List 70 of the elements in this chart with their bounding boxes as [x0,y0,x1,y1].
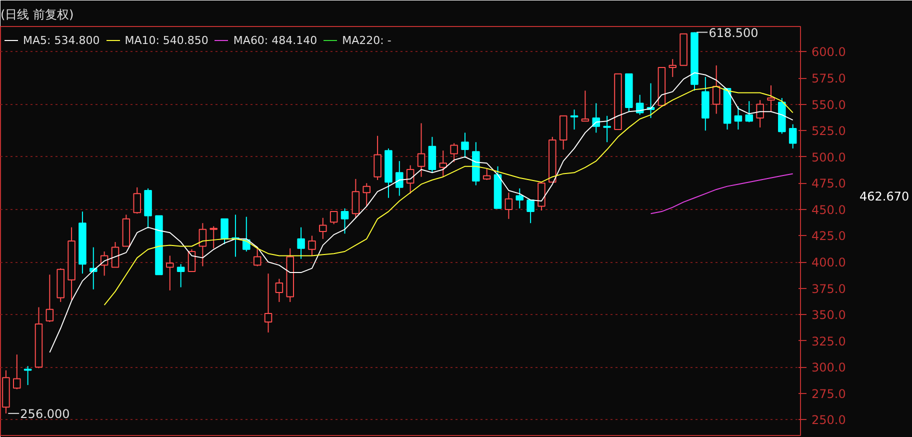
y-tick-label: 250.0 [812,413,846,428]
candlestick [308,235,316,256]
candlestick [264,273,272,333]
candlestick [603,115,611,143]
candlestick [275,278,284,302]
candlestick [319,217,327,240]
candlestick [220,218,228,245]
candlestick [538,182,546,211]
candlestick [352,178,360,218]
y-tick-label: 475.0 [812,176,846,191]
candlestick [734,106,742,130]
candlestick [188,248,196,272]
legend-label: MA220: - [342,34,392,46]
candlestick [788,124,797,149]
candlestick [297,226,305,260]
candlestick [767,84,775,112]
candlestick [362,182,371,207]
candlestick [374,135,382,181]
candlestick [461,132,469,158]
candlestick [417,122,426,178]
y-tick-label: 525.0 [812,124,846,138]
candlestick [439,150,448,178]
y-tick-label: 350.0 [812,308,846,322]
candlestick [166,255,174,291]
candlestick [198,222,207,267]
line-series [104,86,794,306]
y-tick-label: 375.0 [812,282,846,296]
y-tick-label: 450.0 [812,202,846,217]
y-tick-label: 500.0 [812,150,846,164]
candlestick [253,246,262,267]
y-tick-label: 275.0 [812,386,846,401]
candlestick [745,100,754,123]
candlestick [668,58,677,78]
line-series [49,72,794,353]
annotation: 618.500 [708,26,758,40]
y-tick-label: 575.0 [812,72,846,86]
y-tick-label: 425.0 [812,229,846,244]
candlestick [592,102,600,134]
y-tick-label: 325.0 [812,334,846,348]
candlestick [46,274,54,322]
chart-title: (日线 前复权) [0,8,74,22]
legend-label: MA5: 534.800 [23,34,100,46]
candlestick [210,226,218,249]
candlestick [428,136,436,174]
text: 462.670 [860,190,910,204]
candlestick [330,211,338,225]
candlestick [24,366,32,386]
candlestick [756,100,764,128]
candlestick [712,64,720,114]
y-tick-label: 300.0 [812,360,846,375]
candlestick [13,354,21,390]
candlestick [482,168,491,181]
y-tick-label: 600.0 [812,45,846,60]
candlestick [570,109,578,130]
y-tick-label: 550.0 [812,98,846,112]
candlestick [581,90,590,122]
candlestick [526,199,534,224]
candlestick [340,208,349,234]
legend-label: MA10: 540.850 [124,34,208,46]
y-tick-label: 400.0 [812,256,846,270]
candlestick [516,188,524,209]
candlestick [176,264,185,288]
candlestick [111,242,120,268]
candlestick [450,142,458,163]
candlestick [504,192,513,220]
candlestick [133,186,141,214]
candlestick [396,160,404,196]
legend-label: MA60: 484.140 [233,34,318,46]
line-series [650,173,794,214]
annotation: 256.000 [20,406,70,421]
